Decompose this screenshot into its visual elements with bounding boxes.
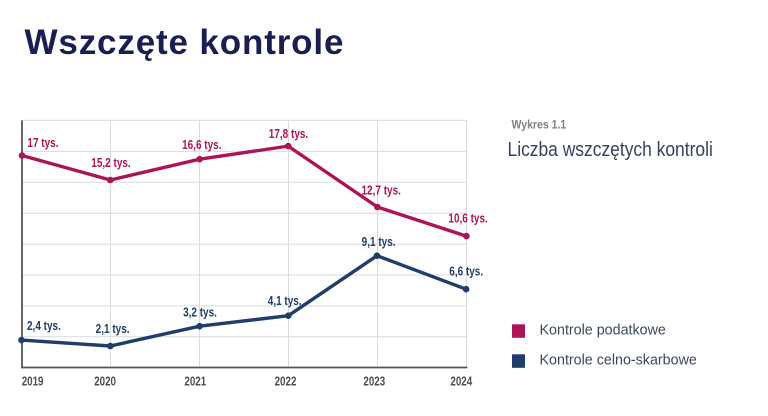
svg-text:2,1 tys.: 2,1 tys.: [96, 323, 130, 336]
svg-text:Kontrole podatkowe: Kontrole podatkowe: [540, 323, 666, 339]
svg-text:3,2 tys.: 3,2 tys.: [183, 306, 217, 319]
svg-text:2022: 2022: [275, 375, 297, 389]
svg-text:2023: 2023: [363, 375, 385, 389]
svg-text:10,6 tys.: 10,6 tys.: [448, 213, 487, 226]
svg-text:6,6 tys.: 6,6 tys.: [449, 265, 483, 278]
svg-text:17,8 tys.: 17,8 tys.: [269, 128, 308, 141]
svg-text:12,7 tys.: 12,7 tys.: [362, 185, 401, 198]
svg-text:Wszczęte kontrole: Wszczęte kontrole: [25, 23, 345, 62]
svg-text:2024: 2024: [450, 375, 472, 389]
svg-text:2,4 tys.: 2,4 tys.: [27, 320, 61, 333]
svg-text:16,6 tys.: 16,6 tys.: [182, 139, 221, 152]
svg-text:9,1 tys.: 9,1 tys.: [362, 236, 396, 249]
svg-text:Wykres 1.1: Wykres 1.1: [512, 119, 567, 132]
svg-text:2019: 2019: [22, 376, 44, 390]
svg-text:4,1 tys.: 4,1 tys.: [268, 295, 302, 308]
svg-text:Liczba wszczętych kontroli: Liczba wszczętych kontroli: [508, 138, 713, 160]
svg-text:Kontrole celno-skarbowe: Kontrole celno-skarbowe: [540, 353, 697, 369]
svg-text:2021: 2021: [184, 375, 206, 389]
svg-text:2020: 2020: [94, 375, 116, 389]
svg-text:17 tys.: 17 tys.: [27, 137, 58, 150]
svg-text:15,2 tys.: 15,2 tys.: [91, 157, 130, 170]
